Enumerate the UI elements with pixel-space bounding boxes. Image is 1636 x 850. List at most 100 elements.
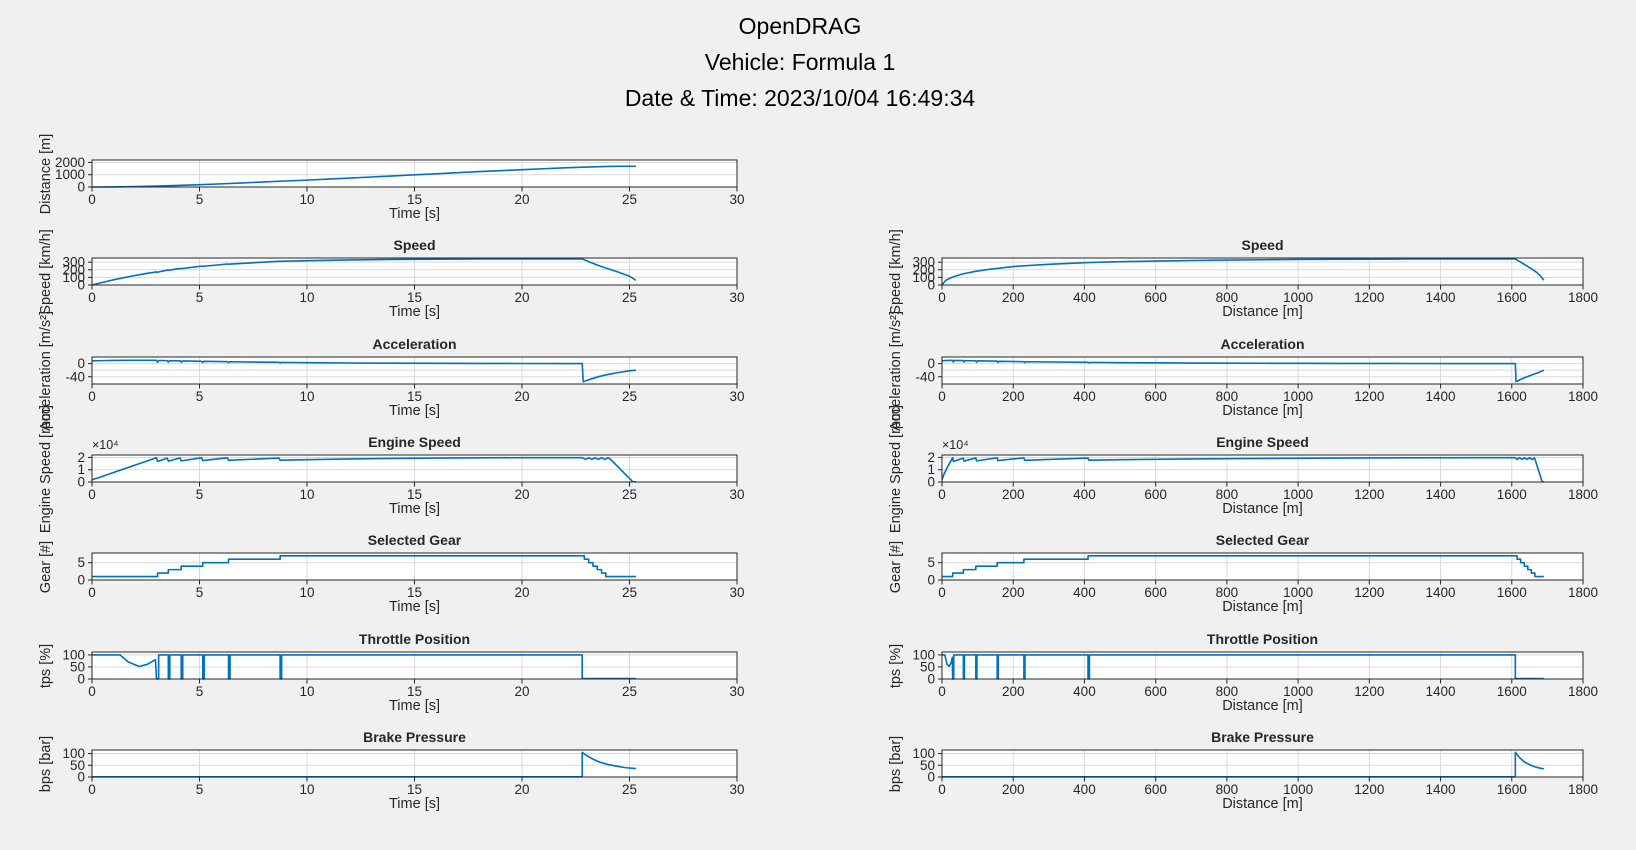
svg-text:1000: 1000 <box>1283 290 1313 305</box>
svg-text:100: 100 <box>912 270 935 285</box>
svg-text:10: 10 <box>299 290 314 305</box>
svg-text:15: 15 <box>407 585 422 600</box>
svg-text:20: 20 <box>514 192 529 207</box>
svg-text:400: 400 <box>1073 585 1096 600</box>
data-line <box>92 751 637 778</box>
svg-text:0: 0 <box>927 356 935 371</box>
y-axis-exponent: ×10⁴ <box>942 438 969 452</box>
svg-text:600: 600 <box>1144 782 1167 797</box>
svg-text:200: 200 <box>1002 389 1025 404</box>
svg-text:1800: 1800 <box>1568 389 1598 404</box>
svg-text:800: 800 <box>1216 684 1239 699</box>
svg-text:100: 100 <box>62 746 85 761</box>
svg-text:-40: -40 <box>915 369 935 384</box>
svg-text:400: 400 <box>1073 290 1096 305</box>
svg-text:800: 800 <box>1216 487 1239 502</box>
svg-text:2: 2 <box>927 450 935 465</box>
svg-text:600: 600 <box>1144 684 1167 699</box>
svg-text:200: 200 <box>1002 684 1025 699</box>
tick-marks <box>88 753 738 782</box>
svg-text:1800: 1800 <box>1568 585 1598 600</box>
tick-marks <box>938 654 1584 684</box>
data-line <box>942 554 1544 578</box>
subplot-speed-vs-time: Speed Speed [km/h] Time [s] 0 5 10 15 20 25 30… <box>38 229 745 320</box>
svg-text:5: 5 <box>196 782 204 797</box>
svg-text:1800: 1800 <box>1568 487 1598 502</box>
svg-text:1600: 1600 <box>1497 389 1527 404</box>
x-tick-labels: 0 200 400 600 800 1000 1200 1400 1600 1800 <box>938 585 1598 600</box>
x-axis-label: Time [s] <box>388 501 441 517</box>
gridlines <box>942 553 1584 580</box>
subplot-engine-speed-vs-time: Engine Speed Engine Speed [rpm] Time [s]… <box>38 404 745 532</box>
svg-text:0: 0 <box>77 475 85 490</box>
svg-text:1000: 1000 <box>1283 782 1313 797</box>
svg-text:1600: 1600 <box>1497 684 1527 699</box>
svg-text:1800: 1800 <box>1568 782 1598 797</box>
y-tick-labels: 012 <box>77 450 85 490</box>
data-line <box>91 359 637 383</box>
svg-text:10: 10 <box>299 192 314 207</box>
svg-text:200: 200 <box>62 262 85 277</box>
svg-text:0: 0 <box>88 782 96 797</box>
svg-text:10: 10 <box>299 487 314 502</box>
plot-area <box>942 553 1583 580</box>
subplot-acceleration-vs-time: Acceleration Acceleration [m/s²] Time [s… <box>38 310 745 430</box>
svg-text:0: 0 <box>927 573 935 588</box>
x-tick-labels: 0 5 10 15 20 25 30 <box>88 389 744 404</box>
svg-text:100: 100 <box>62 647 85 662</box>
svg-text:0: 0 <box>927 770 935 785</box>
svg-text:2: 2 <box>77 450 85 465</box>
x-axis-label: Time [s] <box>388 599 441 615</box>
svg-text:20: 20 <box>514 684 529 699</box>
svg-text:30: 30 <box>729 585 744 600</box>
x-tick-labels: 0 5 10 15 20 25 30 <box>88 585 744 600</box>
svg-text:0: 0 <box>77 672 85 687</box>
svg-text:30: 30 <box>729 389 744 404</box>
plot-canvas: 0 5 10 15 20 25 30 -400 <box>65 356 744 404</box>
data-line <box>941 359 1545 383</box>
data-line <box>942 654 1544 680</box>
svg-text:0: 0 <box>77 180 85 195</box>
svg-text:1000: 1000 <box>1283 487 1313 502</box>
gridlines <box>942 258 1584 285</box>
axes-box <box>941 356 1584 385</box>
svg-text:0: 0 <box>938 684 946 699</box>
svg-text:1400: 1400 <box>1426 585 1456 600</box>
svg-text:0: 0 <box>88 684 96 699</box>
svg-text:25: 25 <box>622 487 637 502</box>
svg-text:10: 10 <box>299 389 314 404</box>
svg-text:1200: 1200 <box>1354 684 1384 699</box>
x-tick-labels: 0 200 400 600 800 1000 1200 1400 1600 1800 <box>938 389 1598 404</box>
axes-box <box>941 454 1584 483</box>
svg-text:20: 20 <box>514 487 529 502</box>
svg-text:5: 5 <box>196 389 204 404</box>
gridlines <box>942 750 1584 777</box>
tick-marks <box>88 562 738 585</box>
x-axis-label: Distance [m] <box>1222 304 1303 320</box>
x-tick-labels: 0 200 400 600 800 1000 1200 1400 1600 1800 <box>938 684 1598 699</box>
svg-text:1600: 1600 <box>1497 290 1527 305</box>
svg-text:0: 0 <box>77 356 85 371</box>
svg-text:0: 0 <box>88 192 96 207</box>
svg-text:1400: 1400 <box>1426 290 1456 305</box>
x-tick-labels: 0 5 10 15 20 25 30 <box>88 192 744 207</box>
svg-text:25: 25 <box>622 585 637 600</box>
axes-box <box>91 552 738 581</box>
plot-title: Brake Pressure <box>363 729 466 745</box>
svg-text:15: 15 <box>407 684 422 699</box>
tick-marks <box>88 161 738 192</box>
tick-marks <box>938 261 1584 290</box>
subplot-engine-speed-vs-distance: Engine Speed Engine Speed [rpm] Distance… <box>888 404 1598 532</box>
svg-text:100: 100 <box>912 746 935 761</box>
data-line <box>92 654 636 680</box>
axes-box <box>941 257 1584 286</box>
y-tick-labels: 05 <box>927 555 935 587</box>
svg-text:400: 400 <box>1073 389 1096 404</box>
x-axis-label: Time [s] <box>388 698 441 714</box>
svg-text:25: 25 <box>622 389 637 404</box>
plot-area <box>942 652 1583 679</box>
